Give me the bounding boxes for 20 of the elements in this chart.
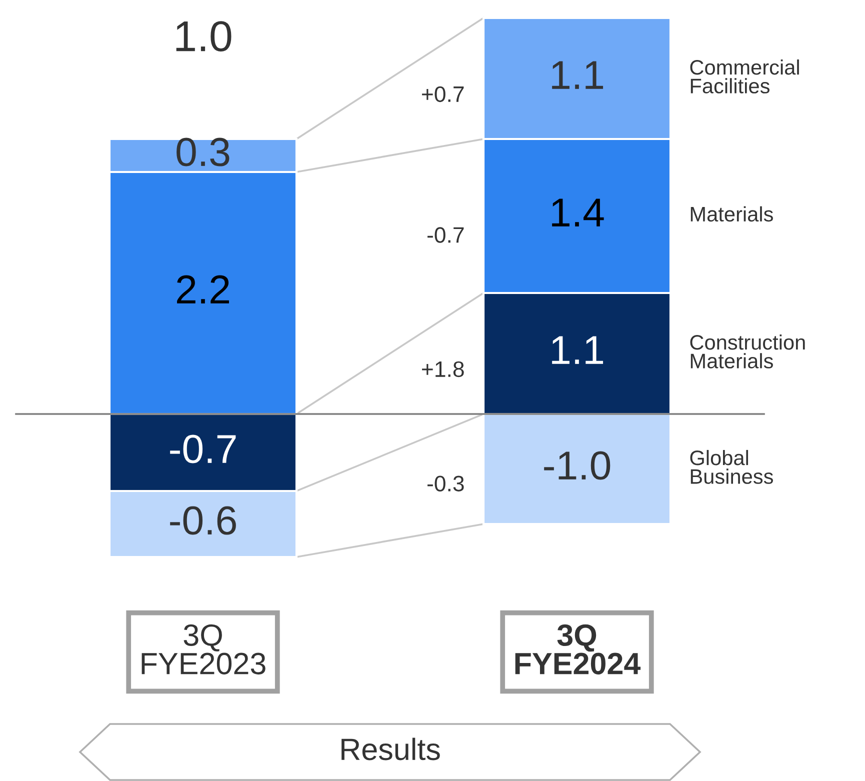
data-label: 1.4 — [552, 198, 604, 226]
series-label: Global Business — [690, 450, 773, 484]
annotation: -0.7 — [428, 227, 464, 243]
series-label: Materials — [690, 206, 773, 222]
x-tick-label: 3Q FYE2024 — [515, 624, 641, 674]
series-label: Construction Materials — [690, 334, 805, 368]
text: Results — [342, 738, 440, 760]
data-label: 1.1 — [552, 61, 604, 89]
total-label: 1.0 — [176, 21, 232, 52]
x-tick-label: 3Q FYE2023 — [142, 624, 266, 674]
annotation: -0.3 — [428, 476, 464, 492]
data-label: 1.1 — [552, 336, 604, 364]
data-label: -0.7 — [170, 434, 236, 464]
data-label: 0.3 — [176, 138, 230, 166]
data-label: 2.2 — [177, 275, 229, 304]
data-label: -0.6 — [170, 506, 236, 535]
data-label: -1.0 — [544, 451, 610, 480]
annotation: +1.8 — [422, 361, 464, 378]
text: +0.7 — [422, 86, 464, 102]
series-label: Commercial Facilities — [690, 59, 799, 94]
